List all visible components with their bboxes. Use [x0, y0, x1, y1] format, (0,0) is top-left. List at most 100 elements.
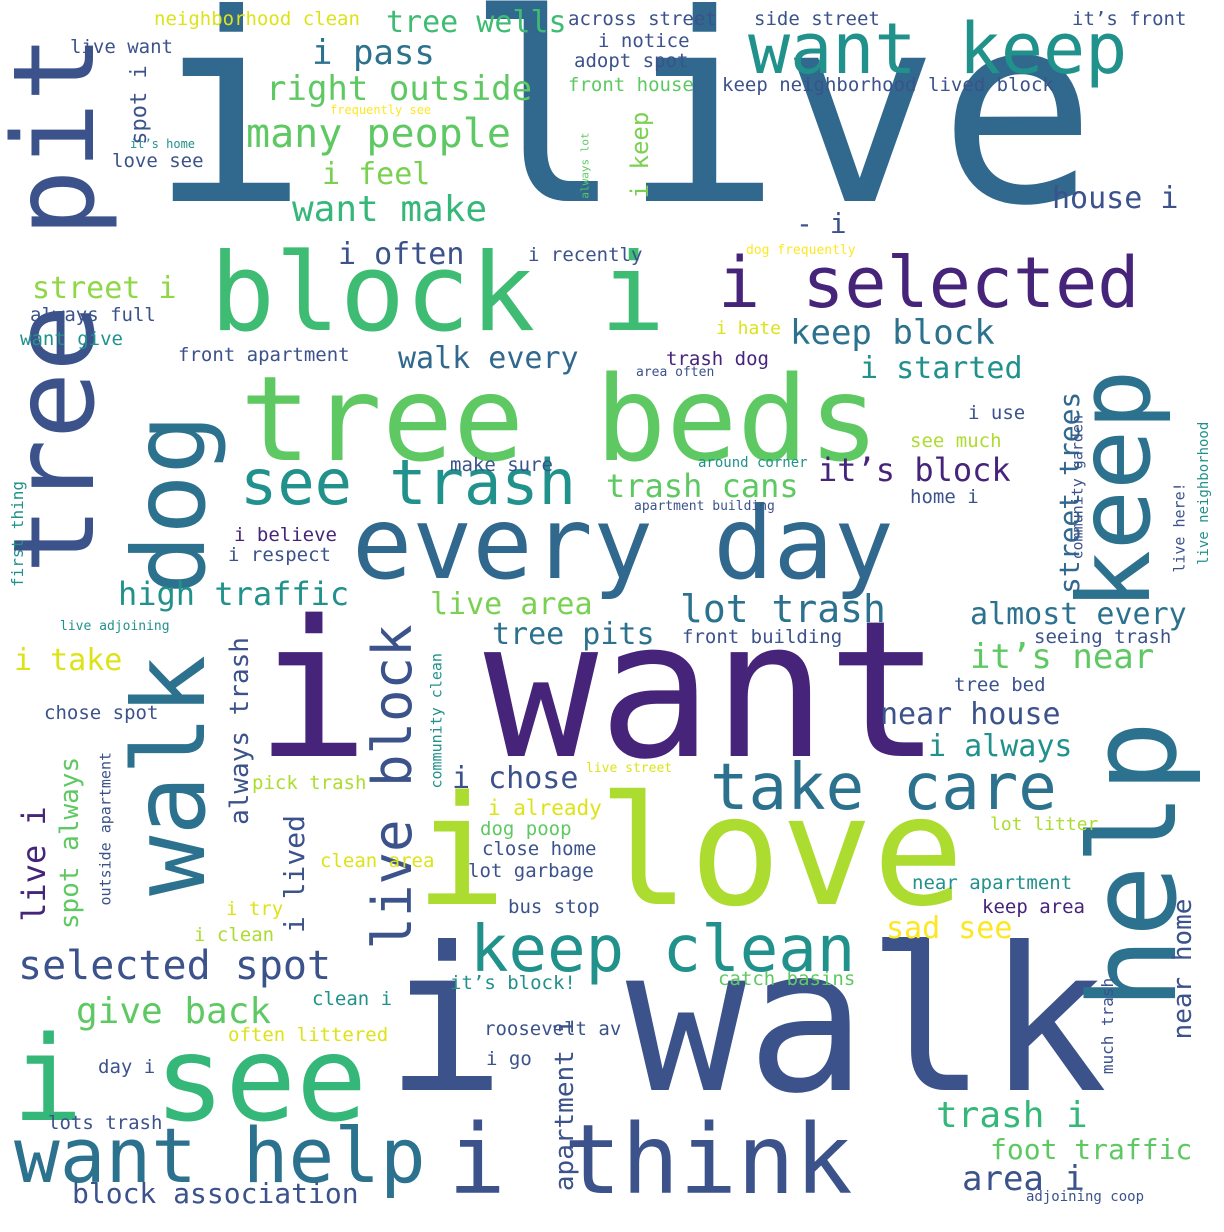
word-live-here: live here!: [1170, 482, 1189, 573]
word-frequently-see: frequently see: [330, 103, 432, 117]
word-i-want: i want: [255, 580, 942, 801]
word-front-house: front house: [568, 74, 694, 96]
word-area-i: area i: [962, 1159, 1085, 1199]
word-i-chose: i chose: [452, 761, 579, 796]
word-i-take: i take: [14, 643, 123, 678]
word-tree-bed: tree bed: [954, 674, 1046, 696]
word-its-front: it’s front: [1072, 8, 1187, 30]
word-i-hate: i hate: [716, 318, 782, 339]
word-right-outside: right outside: [266, 69, 533, 109]
word-home-i: home i: [910, 486, 979, 508]
word-every-day: every day: [352, 485, 894, 602]
word-want-make: want make: [292, 189, 488, 230]
word-give-back: give back: [76, 991, 272, 1032]
word-front-building: front building: [682, 626, 843, 648]
word-lot-trash: lot trash: [680, 587, 886, 631]
word-spot-i: spot i: [127, 65, 152, 145]
word-keep-neighborhood: keep neighborhood: [722, 74, 917, 96]
word-i-feel: i feel: [322, 157, 431, 192]
word-first-thing: first thing: [8, 481, 27, 587]
word-dog-frequently: dog frequently: [746, 243, 856, 258]
word-house-i: house i: [1052, 181, 1179, 216]
word-want-give: want give: [20, 328, 123, 350]
word-near-apartment: near apartment: [912, 872, 1073, 894]
word-community-garden: community garden: [1068, 415, 1087, 560]
word-area-often: area often: [636, 365, 715, 380]
word-i-keep: i keep: [626, 111, 654, 199]
word-live-want: live want: [70, 36, 173, 58]
word-side-street: side street: [754, 8, 880, 30]
word-love-see: love see: [112, 150, 204, 172]
word-its-home: it’s home: [130, 137, 196, 151]
word-outside-apartment: outside apartment: [96, 751, 115, 906]
word-dash-i: - i: [796, 207, 847, 240]
word-take-care: take care: [710, 751, 1057, 825]
word-live-adjoining: live adjoining: [60, 619, 170, 634]
word-community-clean: community clean: [427, 653, 446, 789]
word-live-i: live i: [15, 806, 53, 922]
word-near-home-v: near home: [1168, 898, 1198, 1040]
word-i-believe: i believe: [234, 524, 337, 546]
word-tree-wells: tree wells: [386, 5, 567, 40]
word-chose-spot: chose spot: [44, 702, 159, 724]
word-catch-basins: catch basins: [718, 968, 856, 990]
word-front-apartment: front apartment: [178, 344, 350, 366]
word-i-respect: i respect: [228, 544, 331, 566]
word-see-much: see much: [910, 430, 1002, 452]
word-tree-pits: tree pits: [492, 617, 655, 652]
word-clean-i: clean i: [312, 988, 393, 1010]
word-i-think: i think: [448, 1104, 853, 1216]
word-block-association: block association: [72, 1177, 359, 1210]
word-i-clean: i clean: [194, 924, 275, 946]
word-its-near: it’s near: [970, 637, 1155, 677]
word-clean-area: clean area: [320, 850, 435, 872]
word-high-traffic: high traffic: [118, 575, 350, 613]
word-block-i: block i: [210, 231, 666, 356]
word-i-live: i live: [150, 0, 1097, 263]
word-see-trash: see trash: [240, 446, 576, 519]
word-i-lived: i lived: [278, 815, 311, 934]
word-i-pass: i pass: [312, 33, 435, 73]
word-around-corner: around corner: [698, 455, 808, 471]
word-live-area: live area: [430, 587, 593, 622]
word-its-block-excl: it’s block!: [450, 972, 576, 994]
word-i-notice: i notice: [598, 30, 690, 52]
word-i-already: i already: [488, 796, 602, 820]
word-neighborhood-clean: neighborhood clean: [154, 8, 360, 30]
word-keep-clean: keep clean: [470, 913, 856, 987]
word-tree-beds: tree beds: [240, 350, 880, 488]
word-live-neighborhood: live neighborhood: [1196, 421, 1212, 565]
word-trash-dog: trash dog: [666, 348, 769, 370]
word-lots-trash: lots trash: [48, 1112, 163, 1134]
word-spot-always: spot always: [55, 756, 85, 930]
word-i-try: i try: [226, 898, 284, 920]
word-always-full: always full: [30, 304, 156, 326]
word-i-walk: i walk: [385, 905, 1108, 1138]
word-live-street: live street: [586, 761, 673, 776]
word-street-i: street i: [32, 271, 177, 306]
word-adopt-spot: adopt spot: [574, 50, 689, 72]
word-close-home: close home: [482, 838, 597, 860]
word-lived-block: lived block: [928, 74, 1054, 96]
word-often-littered: often littered: [228, 1024, 389, 1046]
word-i-often: i often: [338, 237, 465, 272]
word-i-always: i always: [928, 729, 1073, 764]
word-almost-every: almost every: [970, 597, 1187, 632]
word-bus-stop: bus stop: [508, 896, 600, 918]
word-walk-dog: walk dog: [111, 414, 228, 896]
word-i-recently: i recently: [528, 244, 643, 266]
word-i-see: i see: [12, 1010, 368, 1148]
word-trash-i: trash i: [936, 1095, 1088, 1136]
word-make-sure: make sure: [450, 454, 553, 476]
word-sad-see: sad see: [886, 911, 1013, 946]
word-i-use: i use: [968, 402, 1026, 424]
word-near-house: near house: [880, 697, 1061, 732]
word-roosevelt-av: roosevelt av: [484, 1018, 622, 1040]
word-pick-trash: pick trash: [252, 772, 367, 794]
word-always-lot: always lot: [578, 132, 592, 199]
word-dog-poop: dog poop: [480, 818, 572, 840]
word-i-started: i started: [860, 351, 1023, 386]
word-trash-cans: trash cans: [606, 467, 799, 505]
word-keep-area: keep area: [982, 896, 1085, 918]
